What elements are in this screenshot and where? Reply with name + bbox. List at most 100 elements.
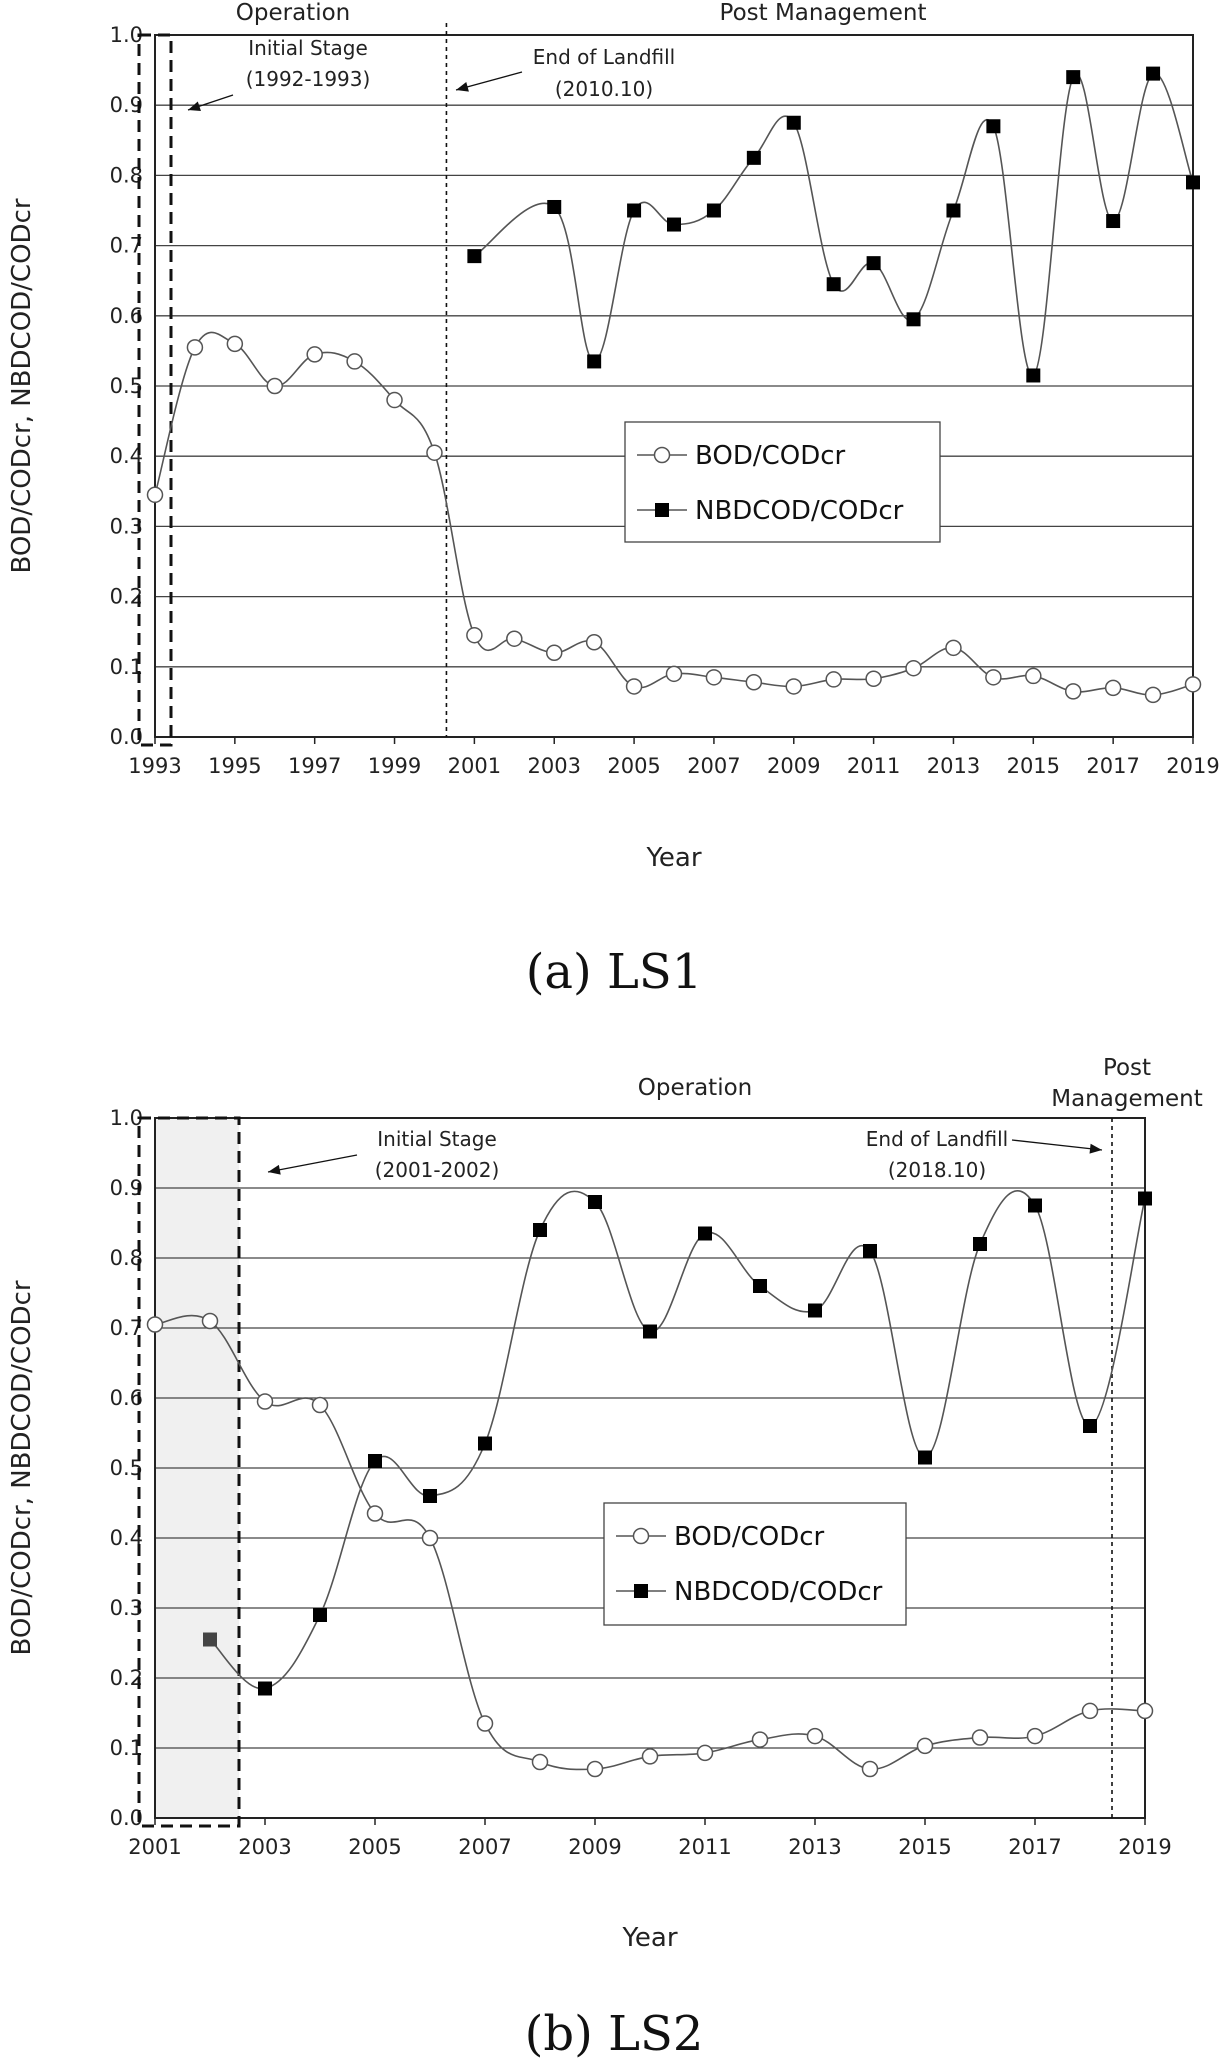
point-nbdcod-codcr: [667, 217, 681, 232]
annotation-arrowhead: [1089, 1143, 1102, 1154]
chart-ls2: 0.0 0.1 0.2 0.3 0.4 0.5 0.6 0.7 0.8 0.9 1.0 2001 200…: [7, 1055, 1203, 2058]
point-bod-codcr: [256, 1393, 274, 1410]
point-bod-codcr: [971, 1729, 989, 1746]
x-tick-label: 2009: [767, 754, 820, 778]
point-bod-codcr: [421, 1529, 439, 1547]
point-nbdcod-codcr: [866, 256, 881, 271]
point-bod-codcr: [945, 639, 962, 657]
point-nbdcod-codcr: [478, 1436, 492, 1451]
point-bod-codcr: [506, 630, 523, 647]
point-nbdcod-codcr: [786, 115, 801, 130]
plot-frame: [154, 1117, 1146, 1819]
point-nbdcod-codcr: [627, 203, 642, 218]
point-bod-codcr: [476, 1715, 494, 1732]
x-tick-label: 2019: [1166, 754, 1219, 778]
y-tick-label: 0.2: [110, 1666, 143, 1690]
point-nbdcod-codcr: [863, 1244, 877, 1258]
x-axis-title: Year: [621, 1923, 677, 1953]
x-tick-label: 2015: [1007, 754, 1060, 778]
annotation-arrow-line: [1011, 1139, 1103, 1151]
point-bod-codcr: [531, 1753, 549, 1771]
annotation-title: End of Landfill: [866, 1127, 1008, 1151]
chart-ls1: 0.0 0.1 0.2 0.3 0.4 0.5 0.6 0.7 0.8 0.9 1.0 1993 199…: [7, 0, 1220, 1000]
point-bod-codcr: [641, 1748, 659, 1765]
annotation-date: (1992-1993): [246, 67, 371, 91]
legend-box: [603, 1502, 907, 1626]
figure-caption: (b) LS2: [525, 2006, 704, 2058]
y-tick-label: 1.0: [110, 1106, 143, 1130]
point-bod-codcr: [201, 1312, 219, 1330]
y-tick-label: 0.4: [110, 444, 143, 468]
point-nbdcod-codcr: [313, 1608, 327, 1622]
point-nbdcod-codcr: [1066, 70, 1081, 85]
point-nbdcod-codcr: [986, 119, 1001, 134]
point-bod-codcr: [865, 670, 882, 687]
y-tick-label: 0.2: [110, 585, 143, 609]
x-tick-label: 2019: [1118, 1835, 1171, 1859]
point-bod-codcr: [625, 678, 643, 695]
x-tick-label: 2017: [1086, 754, 1139, 778]
y-tick-label: 0.8: [110, 1246, 143, 1270]
annotation-title: End of Landfill: [533, 45, 675, 69]
y-tick-label: 0.3: [110, 1596, 143, 1620]
x-tick-label: 2013: [788, 1835, 841, 1859]
point-bod-codcr: [226, 335, 244, 353]
x-tick-label: 2005: [348, 1835, 401, 1859]
phase-label-management: Management: [1051, 1086, 1203, 1112]
point-nbdcod-codcr: [588, 1195, 602, 1209]
point-bod-codcr: [545, 644, 563, 662]
point-bod-codcr: [751, 1731, 769, 1748]
point-bod-codcr: [366, 1505, 384, 1522]
point-bod-codcr: [146, 486, 164, 504]
x-tick-label: 2009: [568, 1835, 621, 1859]
point-nbdcod-codcr: [587, 354, 602, 369]
point-bod-codcr: [186, 339, 204, 356]
point-bod-codcr: [1064, 683, 1082, 700]
x-tick-label: 2003: [238, 1835, 291, 1859]
point-nbdcod-codcr: [203, 1632, 217, 1647]
legend-box: [624, 421, 941, 543]
point-nbdcod-codcr: [973, 1237, 987, 1251]
y-tick-label: 0.6: [110, 1386, 143, 1410]
x-tick-label: 2011: [678, 1835, 731, 1859]
x-tick-label: 1995: [208, 754, 261, 778]
point-nbdcod-codcr: [258, 1681, 272, 1696]
initial-stage-box: [137, 33, 173, 747]
point-bod-codcr: [1026, 1727, 1044, 1745]
point-bod-codcr: [696, 1744, 714, 1762]
x-tick-label: 1993: [128, 754, 181, 778]
y-tick-label: 0.0: [110, 725, 143, 749]
x-tick-label: 1997: [288, 754, 341, 778]
x-tick-label: 2005: [607, 754, 660, 778]
point-bod-codcr: [665, 665, 683, 683]
point-bod-codcr: [306, 346, 323, 363]
x-tick-label: 2015: [898, 1835, 951, 1859]
point-nbdcod-codcr: [547, 199, 562, 214]
point-nbdcod-codcr: [1138, 1191, 1152, 1206]
annotation-arrowhead: [268, 1164, 281, 1175]
y-tick-label: 0.9: [110, 1176, 143, 1200]
point-bod-codcr: [426, 444, 443, 461]
y-tick-label: 0.0: [110, 1806, 143, 1830]
annotation-arrowhead: [456, 82, 469, 92]
point-bod-codcr: [1081, 1702, 1099, 1720]
annotation-title: Initial Stage: [377, 1127, 497, 1151]
phase-label-operation: Operation: [638, 1075, 752, 1101]
point-bod-codcr: [825, 671, 842, 688]
x-tick-label: 2017: [1008, 1835, 1061, 1859]
point-nbdcod-codcr: [533, 1223, 547, 1237]
y-tick-label: 0.4: [110, 1526, 143, 1550]
x-tick-label: 2003: [528, 754, 581, 778]
point-bod-codcr: [266, 377, 284, 395]
y-tick-label: 0.5: [110, 374, 143, 398]
point-bod-codcr: [466, 626, 483, 644]
legend: BOD/CODcr NBDCOD/CODcr: [603, 1502, 907, 1626]
point-nbdcod-codcr: [746, 150, 761, 165]
x-tick-label: 2001: [128, 1835, 181, 1859]
point-bod-codcr: [785, 678, 803, 695]
y-tick-label: 1.0: [110, 23, 143, 47]
point-bod-codcr: [586, 1760, 604, 1778]
phase-label-post-management: Post Management: [720, 0, 927, 26]
x-tick-label: 2007: [687, 754, 740, 778]
